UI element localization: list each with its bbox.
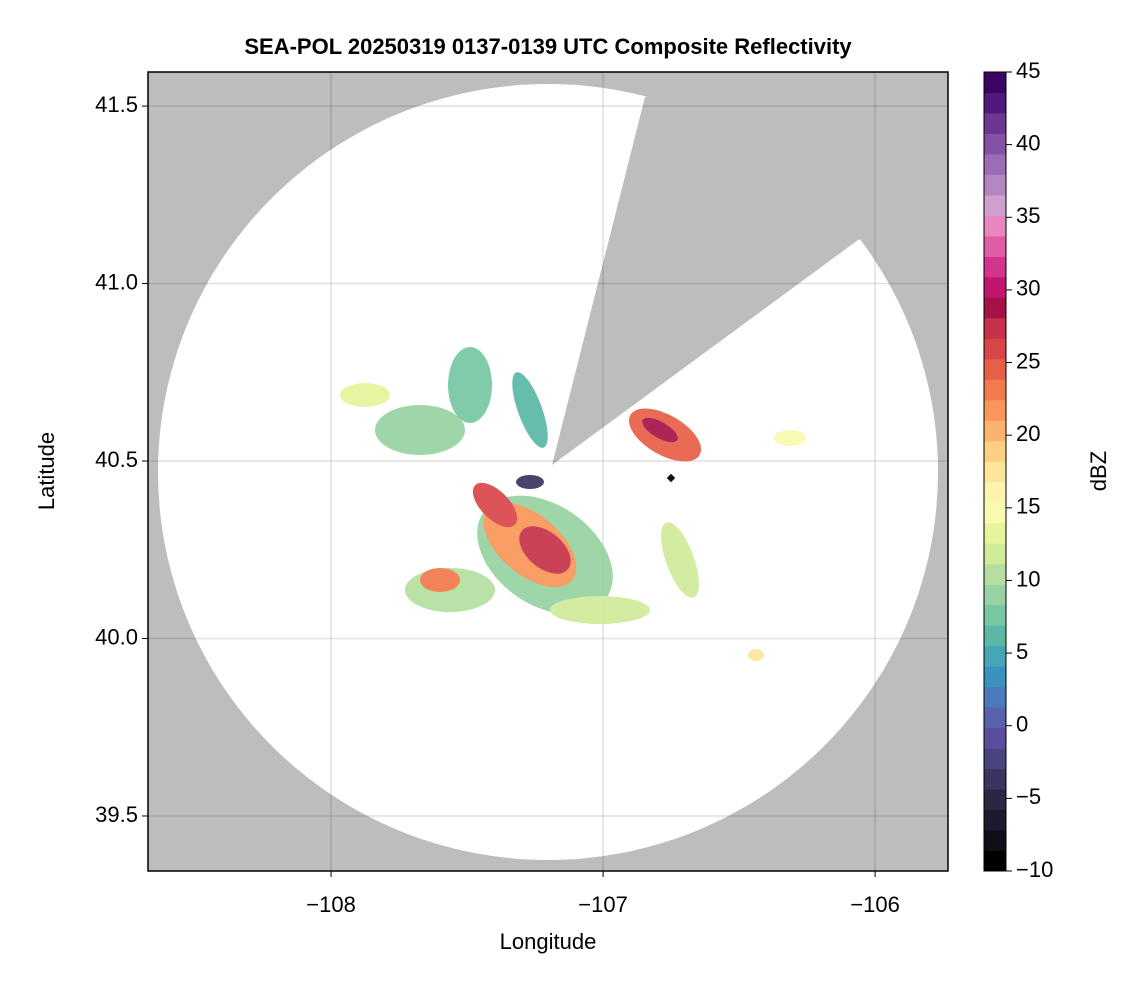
colorbar-tick-label: 10 bbox=[1016, 566, 1040, 591]
colorbar-swatch bbox=[984, 215, 1006, 237]
colorbar-swatch bbox=[984, 194, 1006, 216]
colorbar-swatch bbox=[984, 297, 1006, 319]
colorbar-swatch bbox=[984, 768, 1006, 790]
echo bbox=[448, 347, 492, 423]
x-tick-label: −108 bbox=[306, 892, 356, 917]
colorbar-swatch bbox=[984, 707, 1006, 729]
radar-marker bbox=[666, 473, 676, 483]
colorbar-swatch bbox=[984, 338, 1006, 360]
echo bbox=[472, 482, 518, 528]
colorbar-swatch bbox=[984, 543, 1006, 565]
x-tick-label: −106 bbox=[850, 892, 900, 917]
radar-coverage bbox=[158, 72, 938, 860]
y-axis-title: Latitude bbox=[34, 432, 59, 510]
colorbar-swatch bbox=[984, 317, 1006, 339]
colorbar-swatch bbox=[984, 461, 1006, 483]
colorbar-swatch bbox=[984, 481, 1006, 503]
colorbar-tick-label: −10 bbox=[1016, 857, 1053, 882]
colorbar-swatch bbox=[984, 133, 1006, 155]
colorbar-swatch bbox=[984, 112, 1006, 134]
colorbar-swatch bbox=[984, 563, 1006, 585]
echo bbox=[519, 526, 571, 574]
y-tick-label: 41.0 bbox=[95, 269, 138, 294]
colorbar-tick-label: 35 bbox=[1016, 203, 1040, 228]
plot-frame bbox=[147, 71, 949, 872]
colorbar-swatch bbox=[984, 440, 1006, 462]
colorbar-swatch bbox=[984, 789, 1006, 811]
colorbar-swatch bbox=[984, 686, 1006, 708]
colorbar-swatch bbox=[984, 399, 1006, 421]
colorbar-swatch bbox=[984, 809, 1006, 831]
y-tick-label: 41.5 bbox=[95, 92, 138, 117]
colorbar: −10 −5 0 5 10 15 20 25 30 35 40 45 bbox=[983, 58, 1053, 882]
colorbar-tick-label: 25 bbox=[1016, 348, 1040, 373]
echo bbox=[550, 596, 650, 624]
echoes bbox=[340, 347, 806, 661]
colorbar-title: dBZ bbox=[1086, 451, 1111, 491]
colorbar-swatch bbox=[984, 748, 1006, 770]
colorbar-tick-label: 40 bbox=[1016, 130, 1040, 155]
colorbar-frame bbox=[983, 71, 1007, 872]
blocked-sector bbox=[552, 72, 900, 465]
echo bbox=[516, 475, 544, 489]
y-tick-label: 40.0 bbox=[95, 624, 138, 649]
grid bbox=[148, 72, 948, 871]
colorbar-swatch bbox=[984, 358, 1006, 380]
colorbar-tick-label: 5 bbox=[1016, 639, 1028, 664]
colorbar-swatch bbox=[984, 584, 1006, 606]
colorbar-tick-label: 15 bbox=[1016, 494, 1040, 519]
colorbar-swatch bbox=[984, 727, 1006, 749]
colorbar-swatch bbox=[984, 174, 1006, 196]
colorbar-swatch bbox=[984, 379, 1006, 401]
colorbar-swatch bbox=[984, 850, 1006, 872]
colorbar-swatch bbox=[984, 72, 1006, 93]
colorbar-tick-label: 20 bbox=[1016, 421, 1040, 446]
colorbar-swatch bbox=[984, 92, 1006, 114]
echo bbox=[512, 372, 548, 448]
echo bbox=[774, 430, 806, 446]
echo bbox=[375, 405, 465, 455]
y-tick-label: 39.5 bbox=[95, 802, 138, 827]
echo bbox=[420, 568, 460, 592]
echo bbox=[748, 649, 764, 661]
colorbar-swatch bbox=[984, 522, 1006, 544]
colorbar-tick-label: 45 bbox=[1016, 58, 1040, 83]
colorbar-swatch bbox=[984, 625, 1006, 647]
x-axis-title: Longitude bbox=[500, 929, 597, 954]
colorbar-tick-label: −5 bbox=[1016, 784, 1041, 809]
colorbar-swatch bbox=[984, 645, 1006, 667]
colorbar-swatch bbox=[984, 502, 1006, 524]
echo bbox=[642, 417, 678, 443]
colorbar-tick-label: 30 bbox=[1016, 276, 1040, 301]
echo bbox=[661, 522, 699, 598]
colorbar-swatch bbox=[984, 420, 1006, 442]
colorbar-swatch bbox=[984, 830, 1006, 852]
y-tick-label: 40.5 bbox=[95, 447, 138, 472]
echo bbox=[340, 383, 390, 407]
colorbar-swatch bbox=[984, 256, 1006, 278]
colorbar-swatch bbox=[984, 235, 1006, 257]
colorbar-swatch bbox=[984, 153, 1006, 175]
colorbar-tick-label: 0 bbox=[1016, 712, 1028, 737]
chart-title: SEA-POL 20250319 0137-0139 UTC Composite… bbox=[244, 34, 852, 59]
colorbar-swatch bbox=[984, 276, 1006, 298]
x-tick-label: −107 bbox=[578, 892, 628, 917]
colorbar-swatch bbox=[984, 666, 1006, 688]
colorbar-swatch bbox=[984, 604, 1006, 626]
